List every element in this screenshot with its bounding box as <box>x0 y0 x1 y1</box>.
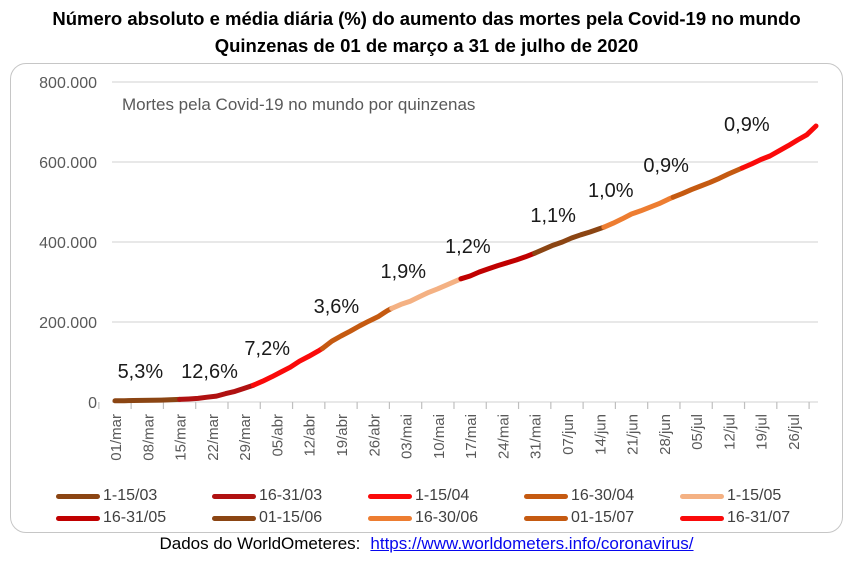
legend-swatch <box>212 515 256 521</box>
legend-swatch <box>680 493 724 499</box>
legend-item-1-15/05: 1-15/05 <box>680 485 836 507</box>
legend-item-16-31/05: 16-31/05 <box>56 507 212 529</box>
legend-swatch <box>368 493 412 499</box>
footer: Dados do WorldOmeteres: https://www.world… <box>0 534 853 554</box>
legend-swatch <box>368 515 412 521</box>
footer-source-link[interactable]: https://www.worldometers.info/coronaviru… <box>370 534 694 553</box>
legend-label: 1-15/03 <box>103 487 158 504</box>
legend-item-16-31/03: 16-31/03 <box>212 485 368 507</box>
legend-swatch <box>56 515 100 521</box>
page-title-line1: Número absoluto e média diária (%) do au… <box>52 8 801 29</box>
legend-label: 16-31/05 <box>103 509 167 526</box>
legend-swatch <box>680 515 724 521</box>
page-title: Número absoluto e média diária (%) do au… <box>0 5 853 59</box>
legend-swatch <box>212 493 256 499</box>
legend-item-16-30/06: 16-30/06 <box>368 507 524 529</box>
chart-subtitle: Mortes pela Covid-19 no mundo por quinze… <box>122 95 476 114</box>
legend-label: 01-15/07 <box>571 509 635 526</box>
legend-swatch <box>524 493 568 499</box>
legend-swatch <box>524 515 568 521</box>
legend-label: 16-30/04 <box>571 487 635 504</box>
legend-label: 1-15/04 <box>415 487 470 504</box>
chart-card <box>10 63 843 533</box>
legend-item-01-15/06: 01-15/06 <box>212 507 368 529</box>
page-title-line2: Quinzenas de 01 de março a 31 de julho d… <box>214 35 639 56</box>
legend-item-1-15/03: 1-15/03 <box>56 485 212 507</box>
chart-legend: 1-15/03 16-31/03 1-15/04 16-30/04 1-15/05 16-… <box>56 485 836 529</box>
legend-swatch <box>56 493 100 499</box>
legend-item-16-30/04: 16-30/04 <box>524 485 680 507</box>
legend-label: 16-31/03 <box>259 487 323 504</box>
legend-label: 16-30/06 <box>415 509 479 526</box>
legend-label: 16-31/07 <box>727 509 791 526</box>
footer-source-label: Dados do WorldOmeteres: <box>159 534 361 553</box>
legend-label: 1-15/05 <box>727 487 782 504</box>
legend-label: 01-15/06 <box>259 509 323 526</box>
legend-item-01-15/07: 01-15/07 <box>524 507 680 529</box>
legend-item-16-31/07: 16-31/07 <box>680 507 836 529</box>
legend-item-1-15/04: 1-15/04 <box>368 485 524 507</box>
